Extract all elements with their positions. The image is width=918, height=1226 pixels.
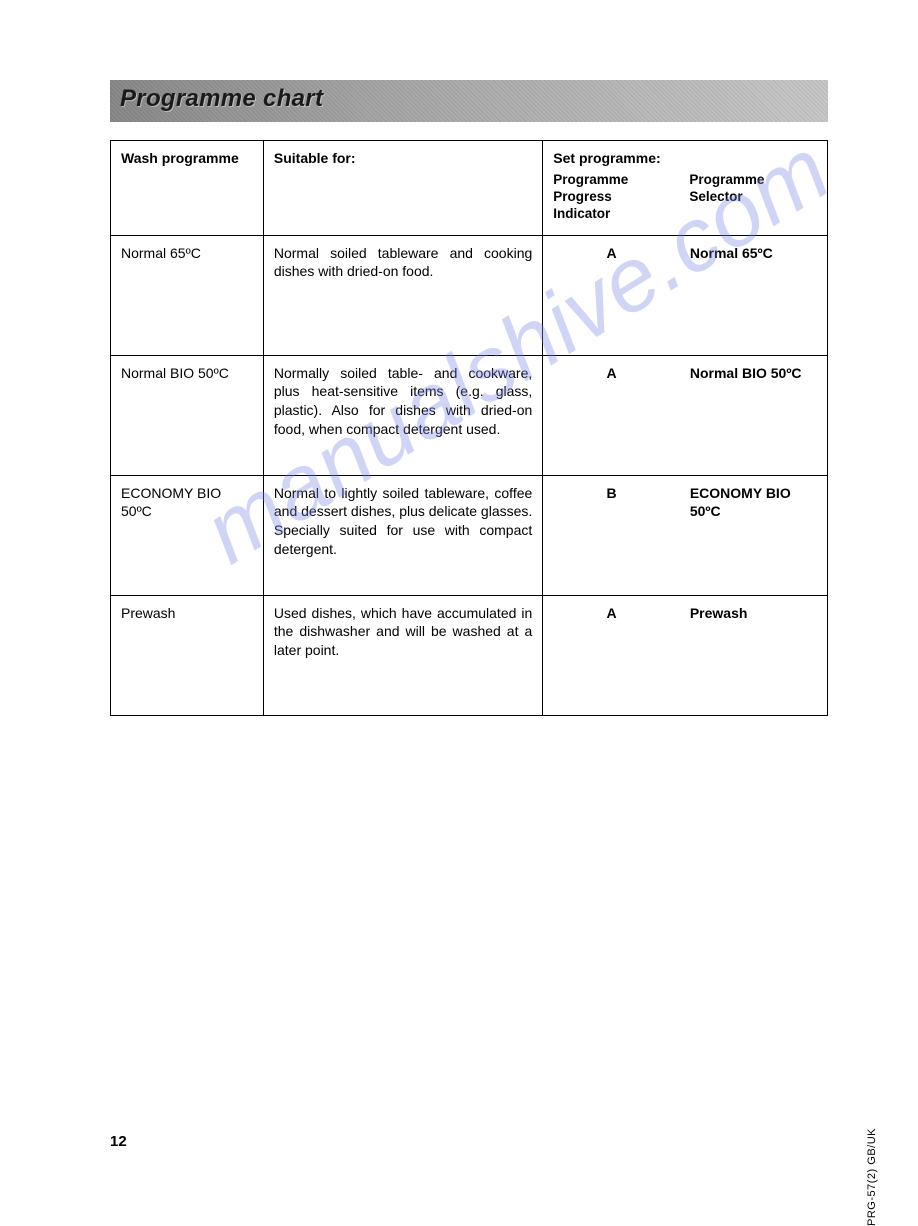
- page-title: Programme chart: [120, 85, 323, 113]
- cell-selector: Normal BIO 50ºC: [680, 355, 828, 475]
- table-row: ECONOMY BIO 50ºC Normal to lightly soile…: [111, 475, 828, 595]
- page: Programme chart manualshive.com Wash pro…: [0, 0, 918, 1188]
- table-row: Normal 65ºC Normal soiled tableware and …: [111, 235, 828, 355]
- cell-selector: ECONOMY BIO 50ºC: [680, 475, 828, 595]
- cell-programme: ECONOMY BIO 50ºC: [111, 475, 264, 595]
- table-row: Prewash Used dishes, which have accumula…: [111, 595, 828, 715]
- cell-programme: Prewash: [111, 595, 264, 715]
- cell-programme: Normal 65ºC: [111, 235, 264, 355]
- cell-suitable: Normally soiled table- and cookware, plu…: [263, 355, 542, 475]
- programme-table: Wash programme Suitable for: Set program…: [110, 140, 828, 716]
- sub-header-selector: Programme Selector: [689, 172, 817, 223]
- page-number: 12: [110, 1133, 127, 1150]
- doc-code: PRG-57(2) GB/UK: [866, 1128, 878, 1226]
- cell-indicator: A: [543, 355, 680, 475]
- cell-selector: Prewash: [680, 595, 828, 715]
- cell-indicator: B: [543, 475, 680, 595]
- col-header-suitable: Suitable for:: [263, 141, 542, 236]
- cell-suitable: Normal soiled tableware and cooking dish…: [263, 235, 542, 355]
- table-row: Normal BIO 50ºC Normally soiled table- a…: [111, 355, 828, 475]
- title-bar: Programme chart: [110, 80, 828, 122]
- table-header-row: Wash programme Suitable for: Set program…: [111, 141, 828, 236]
- cell-suitable: Used dishes, which have accumulated in t…: [263, 595, 542, 715]
- set-programme-label: Set programme:: [553, 149, 817, 168]
- cell-indicator: A: [543, 595, 680, 715]
- col-header-set: Set programme: Programme Progress Indica…: [543, 141, 828, 236]
- cell-suitable: Normal to lightly soiled tableware, coff…: [263, 475, 542, 595]
- sub-header-progress: Programme Progress Indicator: [553, 172, 669, 223]
- col-header-wash: Wash programme: [111, 141, 264, 236]
- cell-programme: Normal BIO 50ºC: [111, 355, 264, 475]
- cell-selector: Normal 65ºC: [680, 235, 828, 355]
- cell-indicator: A: [543, 235, 680, 355]
